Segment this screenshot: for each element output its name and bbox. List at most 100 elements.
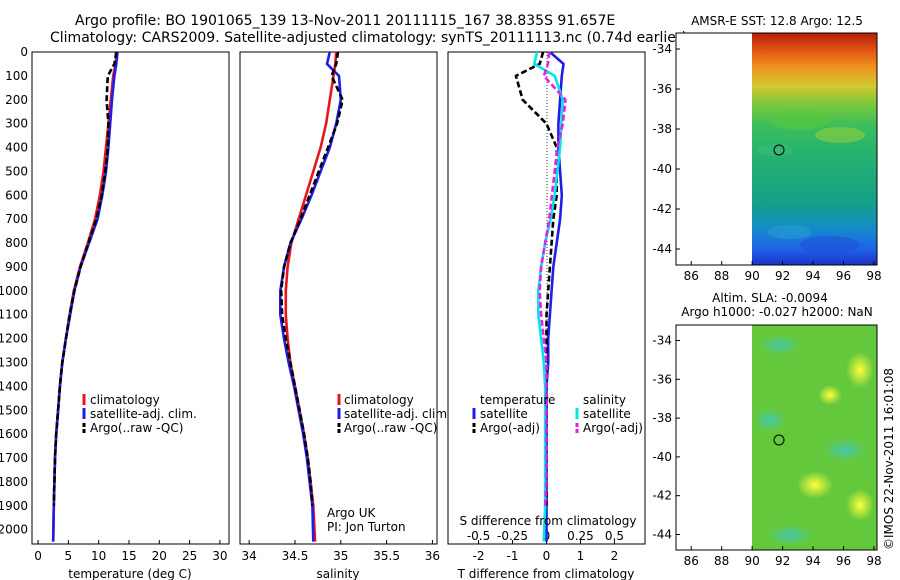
difference-lines <box>514 52 567 542</box>
map-y-tick-label: -42 <box>652 489 672 503</box>
depth-tick-label: 1300 <box>0 355 28 369</box>
salinity-legend-clim: climatology <box>344 393 414 407</box>
salinity-credit-line1: Argo UK <box>327 506 376 520</box>
map-y-tick-label: -40 <box>652 162 672 176</box>
difference-legend-temp-title: temperature <box>480 393 555 407</box>
map-x-tick-label: 98 <box>866 269 881 283</box>
depth-tick-label: 1800 <box>0 475 28 489</box>
temperature-legend: climatology satellite-adj. clim. Argo(..… <box>82 393 197 435</box>
x-tick-label: 5 <box>65 549 73 563</box>
depth-tick-label: 1400 <box>0 379 28 393</box>
difference-x-ticks: -2 -1 0 1 2 <box>473 540 619 563</box>
temperature-legend-sat: satellite-adj. clim. <box>90 407 197 421</box>
difference-xlabel: T difference from climatology <box>457 567 635 580</box>
depth-tick-label: 500 <box>5 164 28 178</box>
salinity-xlabel: salinity <box>316 567 359 580</box>
s-tick-label: 0.25 <box>567 529 594 543</box>
x-tick-label: 35 <box>333 549 348 563</box>
figure-title-line2: Climatology: CARS2009. Satellite-adjuste… <box>50 30 687 46</box>
x-tick-label: 20 <box>152 549 167 563</box>
sla-map-border <box>675 324 878 551</box>
sla-argo-marker <box>773 434 785 446</box>
depth-tick-label: 900 <box>5 260 28 274</box>
depth-tick-label: 600 <box>5 188 28 202</box>
map-y-tick-label: -42 <box>652 202 672 216</box>
sla-map-texture <box>754 335 874 545</box>
depth-tick-label: 1200 <box>0 332 28 346</box>
map-x-tick-label: 98 <box>866 554 881 568</box>
salinity-x-ticks: 34 34.5 35 35.5 36 <box>242 540 440 563</box>
x-tick-label: 36 <box>425 549 440 563</box>
map-x-tick-label: 96 <box>836 269 851 283</box>
difference-s-label: S difference from climatology <box>460 514 637 528</box>
sst-map-texture <box>757 110 865 254</box>
difference-legend-sal-argo: Argo(-adj) <box>583 421 643 435</box>
x-tick-label: 0 <box>543 549 551 563</box>
temperature-legend-argo: Argo(..raw -QC) <box>90 421 183 435</box>
depth-tick-label: 1900 <box>0 499 28 513</box>
series-line <box>52 51 118 506</box>
map-y-tick-label: -34 <box>652 334 672 348</box>
x-tick-label: 10 <box>91 549 106 563</box>
x-tick-label: 0 <box>34 549 42 563</box>
map-y-tick-label: -36 <box>652 82 672 96</box>
sst-map-ticks: 86 88 90 92 94 96 98 -34 -36 -38 -40 -42 -44 <box>652 42 881 283</box>
map-y-tick-label: -34 <box>652 42 672 56</box>
difference-legend-temp-sat: satellite <box>480 407 528 421</box>
depth-axis: 0 100 200 300 400 500 600 700 800 900 1000 1100 1200… <box>0 45 452 537</box>
depth-tick-label: 700 <box>5 212 28 226</box>
salinity-plot-area <box>239 51 438 545</box>
depth-tick-label: 1700 <box>0 451 28 465</box>
map-x-tick-label: 86 <box>684 554 699 568</box>
temperature-lines <box>51 51 119 542</box>
map-y-tick-label: -44 <box>652 242 672 256</box>
temperature-x-ticks: 0 5 10 15 20 25 30 <box>34 540 228 563</box>
map-y-tick-label: -38 <box>652 411 672 425</box>
depth-tick-label: 400 <box>5 141 28 155</box>
difference-legend-temp-argo: Argo(-adj) <box>480 421 540 435</box>
imos-watermark: ©IMOS 22-Nov-2011 16:01:08 <box>882 368 896 550</box>
sst-argo-marker <box>773 144 785 156</box>
temperature-legend-clim: climatology <box>90 393 160 407</box>
sla-map-title-line1: Altim. SLA: -0.0094 <box>712 291 828 305</box>
x-tick-label: 15 <box>121 549 136 563</box>
map-x-tick-label: 90 <box>744 554 759 568</box>
temperature-plot-area <box>31 51 230 545</box>
map-x-tick-label: 92 <box>775 554 790 568</box>
sla-map-ticks: 86 88 90 92 94 96 98 -34 -36 -38 -40 -42 -44 <box>652 334 881 568</box>
map-x-tick-label: 92 <box>775 269 790 283</box>
x-tick-label: -1 <box>507 549 519 563</box>
x-tick-label: 1 <box>577 549 585 563</box>
salinity-legend-sat: satellite-adj. clim. <box>344 407 451 421</box>
x-tick-label: 25 <box>182 549 197 563</box>
depth-tick-label: 800 <box>5 236 28 250</box>
salinity-legend: climatology satellite-adj. clim. Argo(..… <box>337 393 451 435</box>
depth-tick-label: 1500 <box>0 403 28 417</box>
map-x-tick-label: 94 <box>805 554 820 568</box>
map-x-tick-label: 96 <box>836 554 851 568</box>
sst-map: AMSR-E SST: 12.8 Argo: 12.5 86 88 90 92 94 96… <box>652 14 881 283</box>
series-line <box>279 51 344 506</box>
depth-tick-label: 200 <box>5 93 28 107</box>
salinity-credit-line2: PI: Jon Turton <box>327 520 406 534</box>
sst-map-title: AMSR-E SST: 12.8 Argo: 12.5 <box>691 14 863 28</box>
sla-map: Altim. SLA: -0.0094 Argo h1000: -0.027 h… <box>652 291 881 568</box>
difference-legend: temperature salinity satellite Argo(-adj… <box>472 393 643 435</box>
temperature-panel: 0 5 10 15 20 25 30 temperature (deg C) climato… <box>31 51 230 580</box>
map-y-tick-label: -36 <box>652 372 672 386</box>
depth-tick-label: 100 <box>5 69 28 83</box>
series-line <box>538 52 567 506</box>
x-tick-label: 34.5 <box>282 549 309 563</box>
map-y-tick-label: -40 <box>652 450 672 464</box>
depth-tick-label: 1600 <box>0 427 28 441</box>
s-tick-label: -0.25 <box>497 529 528 543</box>
sla-map-title-line2: Argo h1000: -0.027 h2000: NaN <box>681 305 873 319</box>
temperature-xlabel: temperature (deg C) <box>68 567 191 580</box>
map-y-tick-label: -38 <box>652 122 672 136</box>
difference-panel: -2 -1 0 1 2 -0.5 -0.25 0 0.25 0.5 S difference f… <box>447 51 646 580</box>
s-tick-label: -0.5 <box>467 529 490 543</box>
map-x-tick-label: 88 <box>714 269 729 283</box>
x-tick-label: 2 <box>611 549 619 563</box>
figure-title-line1: Argo profile: BO 1901065_139 13-Nov-2011… <box>75 13 615 29</box>
